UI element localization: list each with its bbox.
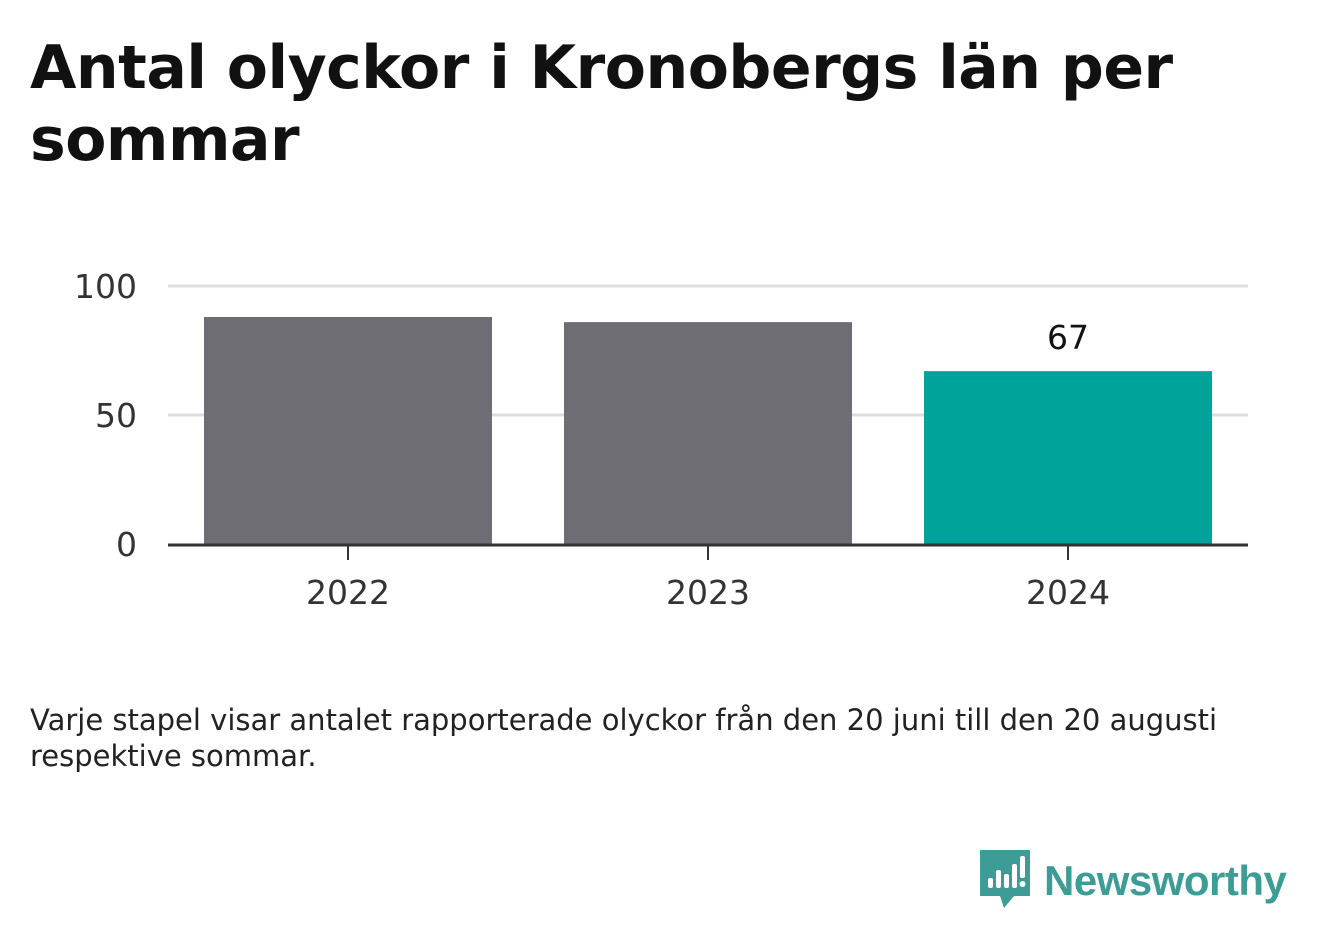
y-axis-ticks: 0 50 100 (74, 267, 137, 564)
newsworthy-brand[interactable]: Newsworthy (980, 850, 1287, 912)
chart-title: Antal olyckor i Kronobergs län per somma… (30, 33, 1173, 175)
data-labels: 67 (1047, 318, 1089, 357)
bar-2023 (564, 322, 852, 544)
y-tick-label: 0 (116, 525, 137, 564)
y-tick-label: 50 (95, 396, 137, 435)
brand-name: Newsworthy (1044, 857, 1287, 904)
bars (204, 316, 1212, 544)
x-tick-label: 2023 (666, 573, 750, 612)
x-axis: 2022 2023 2024 (168, 543, 1248, 612)
bar-2024 (924, 371, 1212, 544)
chart-caption: Varje stapel visar antalet rapporterade … (30, 703, 1218, 773)
x-tick-label: 2022 (306, 573, 390, 612)
x-tick-label: 2024 (1026, 573, 1110, 612)
newsworthy-logo-icon (980, 850, 1030, 908)
bar-2022 (204, 316, 492, 544)
y-tick-label: 100 (74, 267, 137, 306)
data-label: 67 (1047, 318, 1089, 357)
